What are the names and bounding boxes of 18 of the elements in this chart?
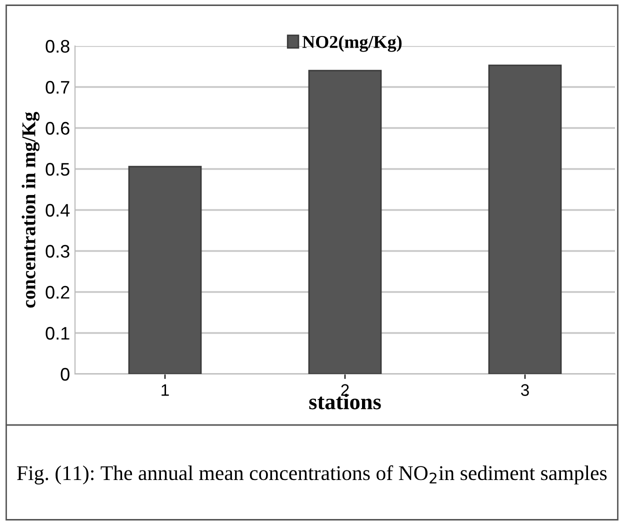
y-tick-label: 0.3 (46, 244, 70, 258)
bar (488, 64, 562, 374)
y-tick-label: 0.2 (46, 286, 70, 299)
y-tick-label: 0.7 (46, 80, 70, 94)
text: Fig. (11): The annual mean concentrations of NO$_{2}$in sediment samples (17, 465, 607, 484)
legend-label: NO2(mg/Kg) (302, 35, 402, 52)
y-axis-title: concentration in mg/Kg (22, 112, 40, 308)
bar (308, 70, 382, 374)
y-tick-label: 0.6 (46, 122, 70, 135)
bar (128, 166, 202, 374)
y-tick-label: 0.4 (46, 204, 70, 217)
y-tick-label: 0.5 (46, 162, 70, 176)
y-tick-label: 0.1 (46, 326, 70, 340)
x-axis-title: stations (309, 394, 381, 410)
x-tick-label: 1 (162, 384, 169, 396)
y-tick-label: 0 (60, 368, 70, 381)
y-tick-label: 0.8 (46, 40, 70, 53)
x-tick-label: 3 (521, 384, 529, 396)
